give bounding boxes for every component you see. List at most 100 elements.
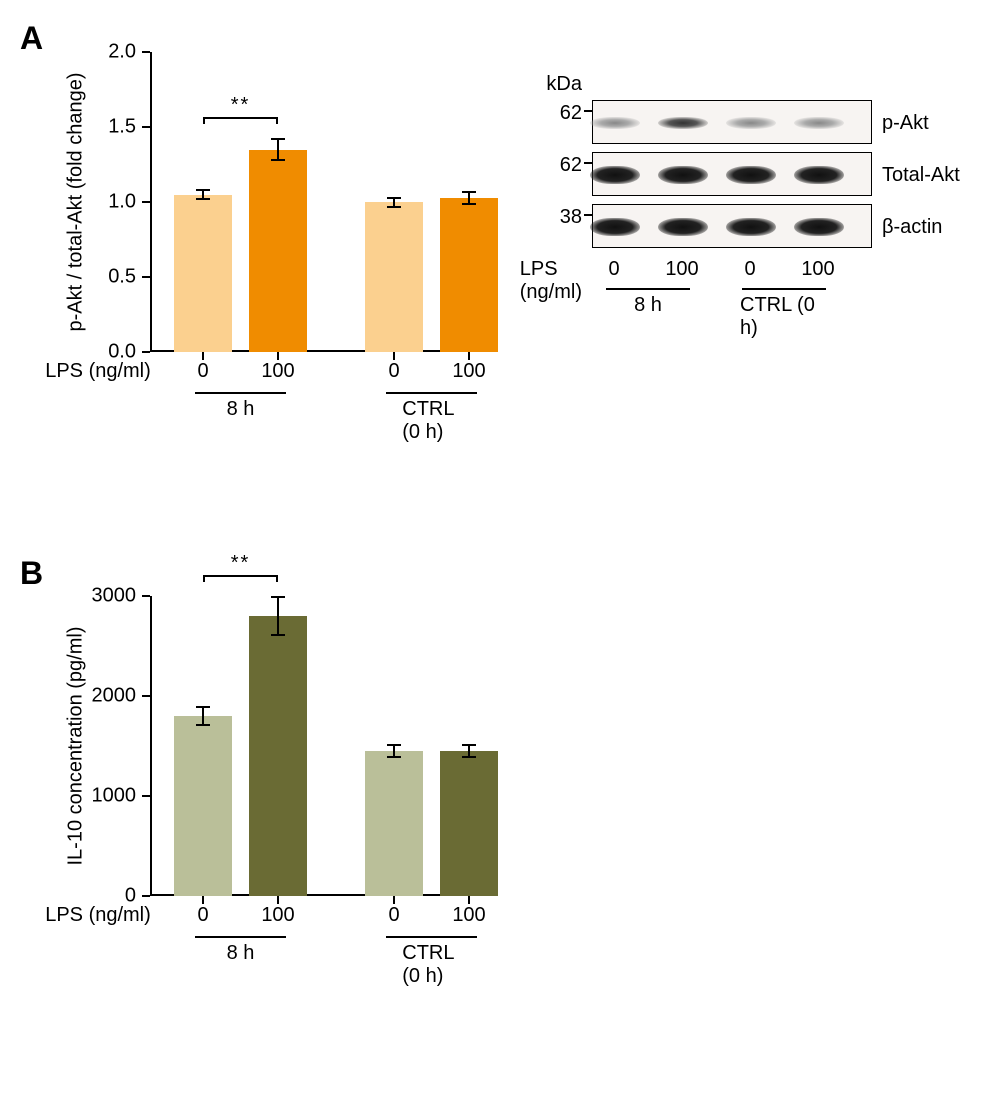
panel-b-y-axis-title: IL-10 concentration (pg/ml) — [65, 626, 88, 865]
blot-kda-header: kDa — [546, 73, 582, 96]
y-tick-label: 0 — [125, 885, 136, 908]
blot-kda-label: 62 — [560, 154, 582, 177]
blot-kda-tick — [584, 110, 592, 112]
blot-lps-label: 0 — [744, 258, 755, 281]
blot-group-label: CTRL (0 h) — [740, 294, 828, 340]
x-tick-label: 100 — [261, 904, 294, 927]
y-tick-label: 1.5 — [108, 116, 136, 139]
panel-b-bar-chart: IL-10 concentration (pg/ml) LPS (ng/ml) … — [150, 596, 490, 896]
error-cap — [196, 706, 210, 708]
blot-kda-label: 38 — [560, 206, 582, 229]
x-tick-label: 100 — [452, 904, 485, 927]
blot-band — [726, 166, 776, 184]
y-tick-label: 2000 — [92, 685, 137, 708]
bar — [365, 751, 423, 896]
x-tick — [202, 896, 204, 904]
group-label: 8 h — [227, 398, 255, 421]
significance-text: ** — [231, 552, 251, 575]
error-cap — [462, 203, 476, 205]
y-tick-label: 2.0 — [108, 41, 136, 64]
error-cap — [462, 744, 476, 746]
y-tick-label: 0.5 — [108, 266, 136, 289]
blot-band — [658, 166, 708, 184]
blot-kda-tick — [584, 162, 592, 164]
error-bar — [277, 139, 279, 160]
error-cap — [196, 189, 210, 191]
y-tick — [142, 695, 150, 697]
y-tick — [142, 351, 150, 353]
blot-row — [592, 204, 872, 248]
y-tick-label: 1000 — [92, 785, 137, 808]
error-bar — [277, 597, 279, 635]
blot-band — [590, 117, 640, 129]
blot-group-bracket — [606, 288, 690, 290]
x-tick-label: 100 — [261, 360, 294, 383]
error-cap — [387, 197, 401, 199]
panel-b-label: B — [20, 555, 43, 592]
blot-lps-label: 100 — [665, 258, 698, 281]
error-cap — [271, 138, 285, 140]
blot-x-condition-label: LPS (ng/ml) — [520, 258, 582, 304]
panel-a-bar-chart: p-Akt / total-Akt (fold change) LPS (ng/… — [150, 52, 490, 352]
error-cap — [387, 206, 401, 208]
panel-a-y-axis-title: p-Akt / total-Akt (fold change) — [65, 72, 88, 331]
blot-lps-label: 0 — [608, 258, 619, 281]
y-tick — [142, 126, 150, 128]
x-tick-label: 0 — [197, 904, 208, 927]
x-tick — [468, 352, 470, 360]
x-tick-label: 0 — [388, 360, 399, 383]
error-cap — [462, 191, 476, 193]
blot-row — [592, 100, 872, 144]
x-tick — [393, 352, 395, 360]
blot-band — [658, 117, 708, 129]
error-cap — [271, 596, 285, 598]
blot-band — [794, 117, 844, 129]
significance-bracket — [203, 575, 278, 577]
error-cap — [196, 724, 210, 726]
x-tick — [393, 896, 395, 904]
bar — [249, 150, 307, 353]
bar — [174, 195, 232, 353]
y-tick-label: 0.0 — [108, 341, 136, 364]
bar — [249, 616, 307, 896]
x-tick — [202, 352, 204, 360]
blot-row-label: β-actin — [882, 216, 942, 239]
blot-kda-tick — [584, 214, 592, 216]
bar — [440, 751, 498, 896]
y-tick — [142, 795, 150, 797]
blot-band — [794, 166, 844, 184]
blot-kda-label: 62 — [560, 102, 582, 125]
x-tick — [468, 896, 470, 904]
blot-lps-label: 100 — [801, 258, 834, 281]
group-label: CTRL (0 h) — [402, 398, 461, 444]
error-cap — [271, 634, 285, 636]
significance-bracket — [203, 117, 278, 119]
blot-band — [590, 166, 640, 184]
panel-a-western-blot: kDa p-Akt62Total-Akt62β-actin38LPS (ng/m… — [592, 100, 872, 256]
figure-root: A p-Akt / total-Akt (fold change) LPS (n… — [20, 20, 966, 1082]
group-bracket — [195, 936, 286, 938]
blot-group-bracket — [742, 288, 826, 290]
group-bracket — [386, 936, 477, 938]
error-bar — [202, 707, 204, 725]
bar — [440, 198, 498, 353]
error-cap — [196, 198, 210, 200]
group-label: 8 h — [227, 942, 255, 965]
blot-band — [726, 218, 776, 236]
blot-band — [658, 218, 708, 236]
x-tick — [277, 896, 279, 904]
x-tick-label: 0 — [197, 360, 208, 383]
y-tick — [142, 895, 150, 897]
bar — [365, 202, 423, 352]
x-tick-label: 0 — [388, 904, 399, 927]
x-tick — [277, 352, 279, 360]
panel-a-label: A — [20, 20, 43, 57]
error-cap — [387, 756, 401, 758]
group-bracket — [386, 392, 477, 394]
blot-band — [726, 117, 776, 129]
error-cap — [462, 756, 476, 758]
y-tick — [142, 595, 150, 597]
significance-text: ** — [231, 94, 251, 117]
y-tick-label: 1.0 — [108, 191, 136, 214]
y-tick — [142, 276, 150, 278]
